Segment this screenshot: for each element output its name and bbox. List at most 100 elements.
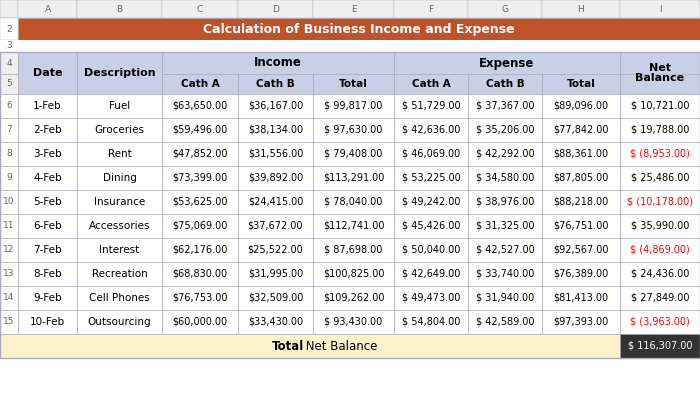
Text: $ 87,698.00: $ 87,698.00 [324, 245, 383, 255]
Bar [162, 142, 238, 166]
Text: 3: 3 [6, 42, 12, 51]
Text: Cath B: Cath B [486, 79, 524, 89]
Text: 10: 10 [4, 198, 15, 206]
Bar [0, 190, 18, 214]
Text: $ 35,206.00: $ 35,206.00 [476, 125, 534, 135]
Text: 6-Feb: 6-Feb [33, 221, 62, 231]
Text: 14: 14 [4, 293, 15, 303]
Bar [394, 142, 468, 166]
Text: 3-Feb: 3-Feb [33, 149, 62, 159]
Text: Total: Total [566, 79, 596, 89]
Text: 8: 8 [6, 150, 12, 158]
Text: $ 42,636.00: $ 42,636.00 [402, 125, 460, 135]
Bar [77, 94, 162, 118]
Text: $ 79,408.00: $ 79,408.00 [324, 149, 383, 159]
Text: $ 46,069.00: $ 46,069.00 [402, 149, 460, 159]
Text: $ 45,426.00: $ 45,426.00 [402, 221, 461, 231]
Text: $87,805.00: $87,805.00 [553, 173, 609, 183]
Bar [620, 238, 700, 262]
Text: $53,625.00: $53,625.00 [172, 197, 228, 207]
Bar [468, 262, 542, 286]
Text: Cell Phones: Cell Phones [89, 293, 150, 303]
Bar [313, 166, 394, 190]
Text: 9: 9 [6, 173, 12, 183]
Text: $109,262.00: $109,262.00 [323, 293, 384, 303]
Text: Net Balance: Net Balance [302, 339, 377, 352]
Text: D: D [272, 4, 279, 13]
Text: Calculation of Business Income and Expense: Calculation of Business Income and Expen… [203, 23, 514, 36]
Bar [77, 166, 162, 190]
Bar [394, 238, 468, 262]
Text: $39,892.00: $39,892.00 [248, 173, 303, 183]
Text: $77,842.00: $77,842.00 [553, 125, 609, 135]
Bar [0, 214, 18, 238]
Bar [0, 310, 18, 334]
Bar [162, 286, 238, 310]
Text: C: C [197, 4, 203, 13]
Bar [18, 262, 77, 286]
Text: $ 99,817.00: $ 99,817.00 [324, 101, 383, 111]
Text: $ (8,953.00): $ (8,953.00) [630, 149, 690, 159]
Bar [18, 118, 77, 142]
Text: H: H [578, 4, 584, 13]
Bar [0, 166, 18, 190]
Bar [620, 166, 700, 190]
Bar [394, 214, 468, 238]
Bar [542, 310, 620, 334]
Text: $38,134.00: $38,134.00 [248, 125, 303, 135]
Bar [468, 286, 542, 310]
Bar [620, 190, 700, 214]
Bar [468, 94, 542, 118]
Bar [0, 238, 18, 262]
Text: Dining: Dining [103, 173, 136, 183]
Bar [542, 0, 620, 18]
Bar [620, 262, 700, 286]
Bar [542, 74, 620, 94]
Bar [18, 142, 77, 166]
Text: $88,218.00: $88,218.00 [554, 197, 608, 207]
Text: $24,415.00: $24,415.00 [248, 197, 303, 207]
Text: $63,650.00: $63,650.00 [172, 101, 228, 111]
Text: Total: Total [339, 79, 368, 89]
Bar [238, 214, 313, 238]
Bar [313, 286, 394, 310]
Bar [542, 166, 620, 190]
Text: $32,509.00: $32,509.00 [248, 293, 303, 303]
Text: Cath A: Cath A [412, 79, 450, 89]
Bar [18, 0, 77, 18]
Text: $ 97,630.00: $ 97,630.00 [324, 125, 383, 135]
Bar [162, 166, 238, 190]
Text: $ 10,721.00: $ 10,721.00 [631, 101, 690, 111]
Bar [77, 118, 162, 142]
Bar [394, 94, 468, 118]
Bar [162, 0, 238, 18]
Bar [313, 94, 394, 118]
Bar [468, 118, 542, 142]
Bar [542, 262, 620, 286]
Text: $112,741.00: $112,741.00 [323, 221, 384, 231]
Bar [0, 0, 18, 18]
Text: $68,830.00: $68,830.00 [172, 269, 228, 279]
Text: $ (4,869.00): $ (4,869.00) [630, 245, 690, 255]
Bar [77, 142, 162, 166]
Text: Balance: Balance [636, 73, 685, 83]
Text: $ 19,788.00: $ 19,788.00 [631, 125, 690, 135]
Bar [0, 118, 18, 142]
Bar [542, 118, 620, 142]
Bar [238, 310, 313, 334]
Text: $59,496.00: $59,496.00 [172, 125, 228, 135]
Bar [313, 118, 394, 142]
Text: $36,167.00: $36,167.00 [248, 101, 303, 111]
Text: $97,393.00: $97,393.00 [554, 317, 608, 327]
Bar [394, 52, 620, 74]
Text: 10-Feb: 10-Feb [30, 317, 65, 327]
Bar [394, 286, 468, 310]
Text: 7-Feb: 7-Feb [33, 245, 62, 255]
Text: $37,672.00: $37,672.00 [248, 221, 303, 231]
Bar [0, 0, 700, 18]
Text: $ (3,963.00): $ (3,963.00) [630, 317, 690, 327]
Bar [77, 214, 162, 238]
Text: E: E [351, 4, 356, 13]
Bar [0, 40, 700, 52]
Text: 1-Feb: 1-Feb [33, 101, 62, 111]
